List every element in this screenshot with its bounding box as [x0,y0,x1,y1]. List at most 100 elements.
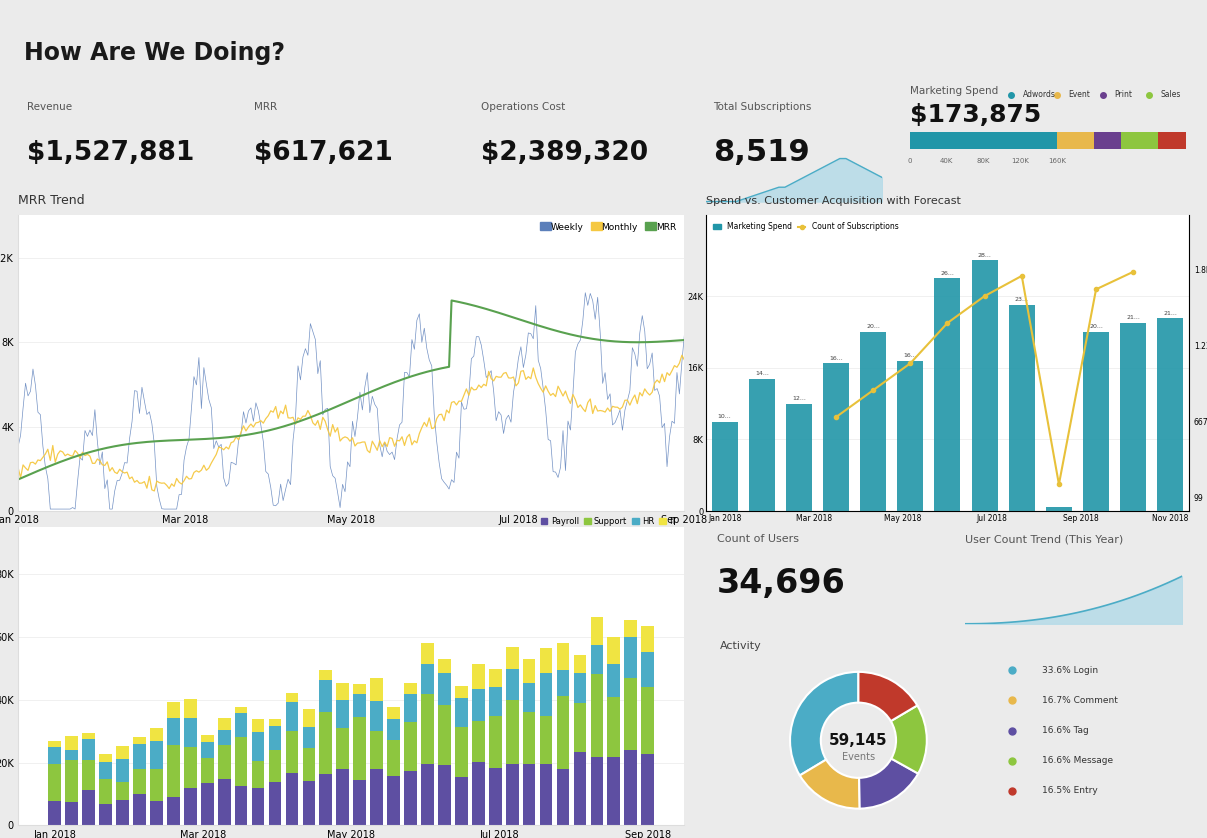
Text: 28...: 28... [978,252,992,257]
Bar [523,683,536,712]
Bar [337,700,349,727]
Bar [320,712,332,773]
Text: $173,875: $173,875 [910,103,1040,127]
Bar [82,789,95,825]
Text: $1,527,881: $1,527,881 [28,139,194,166]
Bar [183,718,197,747]
Bar [523,712,536,764]
Bar [371,678,383,701]
Bar [540,648,553,673]
Bar [641,754,654,825]
Bar [823,364,849,511]
Bar [167,718,180,745]
Bar [320,670,332,680]
Bar [337,683,349,700]
Text: 16...: 16... [904,353,917,358]
Bar [269,719,281,726]
Bar [404,694,416,722]
Bar [455,686,468,698]
Text: Marketing Spend: Marketing Spend [910,85,998,96]
Text: 120K: 120K [1011,158,1030,163]
Bar [82,760,95,789]
Bar [387,706,400,719]
Bar [371,701,383,732]
Bar [506,700,519,764]
Bar [217,779,231,825]
Text: 26...: 26... [940,271,955,276]
Bar [269,726,281,751]
Bar [786,404,812,511]
Bar [421,665,433,694]
Bar [200,742,214,758]
Bar [150,727,163,741]
Text: Sales: Sales [1161,91,1180,99]
Bar [506,647,519,669]
Bar [590,645,604,674]
Text: Count of Users: Count of Users [717,534,799,544]
Bar [371,732,383,769]
Text: 160K: 160K [1048,158,1066,163]
Bar [183,747,197,788]
Bar [1009,305,1034,511]
Bar [1083,332,1109,511]
Bar [48,747,62,763]
Bar [234,707,247,713]
Bar [133,744,146,769]
Bar [641,626,654,652]
Text: 16.7% Comment: 16.7% Comment [1042,696,1118,705]
Bar [320,773,332,825]
Bar [303,709,315,727]
Bar [252,719,264,732]
Bar [303,781,315,825]
Bar [269,783,281,825]
Text: 0: 0 [908,158,912,163]
Bar [252,788,264,825]
Text: MRR Trend: MRR Trend [18,194,84,207]
Text: 20...: 20... [1089,324,1103,329]
Bar [303,727,315,747]
Bar [472,721,485,762]
Bar [489,768,502,825]
Bar [506,669,519,700]
Bar [286,693,298,702]
Bar [472,664,485,689]
Bar [438,659,450,673]
Bar [438,673,450,706]
Bar [337,727,349,768]
Bar [65,750,78,759]
Bar [590,757,604,825]
Bar [472,762,485,825]
Bar [252,761,264,788]
Text: Operations Cost: Operations Cost [482,102,565,112]
Bar [556,643,570,670]
Bar [590,617,604,645]
Bar [472,689,485,721]
Bar [354,717,366,779]
Text: 12...: 12... [792,396,806,401]
Bar [354,779,366,825]
Bar [200,784,214,825]
Bar [590,674,604,757]
Bar [99,804,112,825]
Bar [99,754,112,762]
Bar [183,699,197,718]
Bar [286,702,298,731]
Text: MRR: MRR [255,102,278,112]
Bar [523,764,536,825]
Text: $2,389,320: $2,389,320 [482,139,648,166]
Bar [320,680,332,712]
Bar [167,745,180,797]
Bar [133,737,146,744]
Bar [404,683,416,694]
Text: Spend vs. Customer Acquisition with Forecast: Spend vs. Customer Acquisition with Fore… [706,196,961,206]
Bar [489,669,502,686]
Bar [150,801,163,825]
Text: 14...: 14... [754,371,769,376]
Bar [489,716,502,768]
Bar [200,735,214,742]
Bar [607,638,620,665]
Text: 80K: 80K [976,158,990,163]
Bar [99,779,112,804]
Bar [167,797,180,825]
Bar [404,722,416,771]
